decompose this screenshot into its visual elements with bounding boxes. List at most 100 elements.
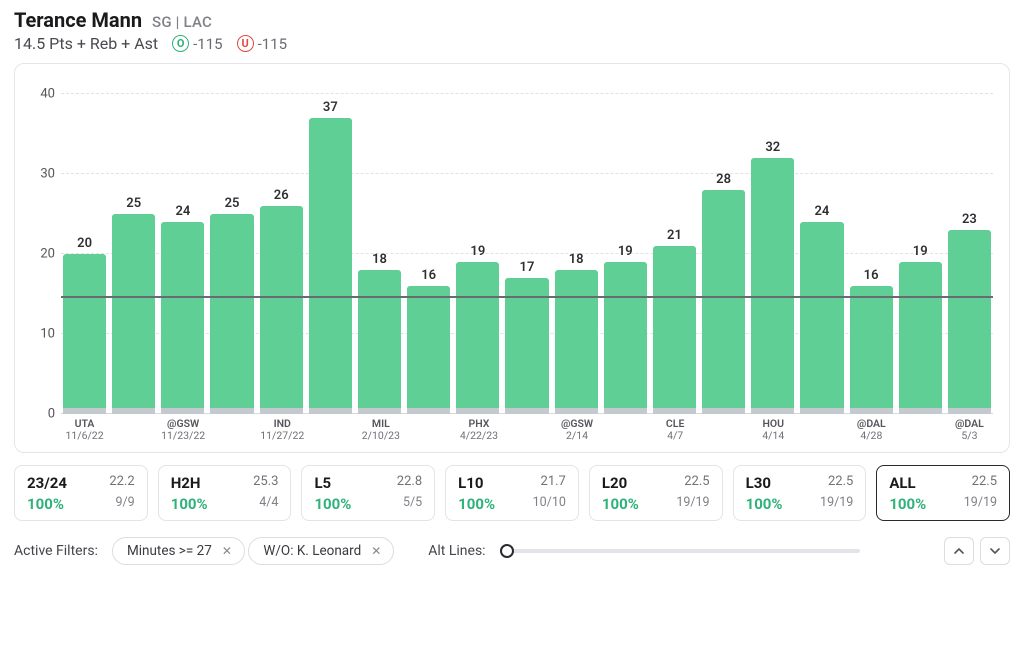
x-axis-tick: MIL2/10/23 [359, 418, 402, 444]
bar-value: 16 [407, 268, 450, 283]
game-bar[interactable]: 18 [555, 78, 598, 414]
x-axis-tick: IND11/27/22 [260, 418, 304, 444]
x-axis-tick [899, 418, 942, 444]
pill-hit-pct: 100% [171, 495, 243, 513]
pill-hit-pct: 100% [458, 495, 522, 513]
chip-label: W/O: K. Leonard [263, 543, 361, 559]
bar-value: 18 [358, 252, 401, 267]
bar-value: 37 [309, 100, 352, 115]
bar-value: 24 [800, 204, 843, 219]
game-log-chart: 0102030402025242526371816191718192128322… [14, 63, 1010, 453]
close-icon[interactable]: ✕ [222, 544, 232, 558]
x-axis-tick: HOU4/14 [752, 418, 795, 444]
y-axis-label: 10 [27, 327, 55, 342]
game-bar[interactable]: 19 [604, 78, 647, 414]
close-icon[interactable]: ✕ [371, 544, 381, 558]
summary-pill[interactable]: 23/2422.2100%9/9 [14, 465, 148, 521]
game-bar[interactable]: 19 [899, 78, 942, 414]
chevron-up-icon [954, 546, 964, 556]
bar-value: 16 [850, 268, 893, 283]
pill-ratio: 19/19 [676, 495, 709, 513]
over-odds: O -115 [172, 35, 222, 53]
x-axis-tick: @GSW11/23/22 [161, 418, 205, 444]
game-bar[interactable]: 17 [505, 78, 548, 414]
player-name: Terance Mann [14, 8, 142, 32]
summary-pill[interactable]: H2H25.3100%4/4 [158, 465, 292, 521]
game-bar[interactable]: 21 [653, 78, 696, 414]
bar-value: 17 [505, 260, 548, 275]
game-bar[interactable]: 23 [948, 78, 991, 414]
pill-average: 22.5 [828, 474, 853, 492]
filter-chip[interactable]: Minutes >= 27✕ [112, 537, 245, 565]
player-header: Terance Mann SG | LAC [14, 8, 1010, 32]
pill-label: L10 [458, 474, 522, 492]
summary-row: 23/2422.2100%9/9H2H25.3100%4/4L522.8100%… [14, 465, 1010, 521]
over-value: -115 [193, 35, 222, 53]
game-bar[interactable]: 24 [161, 78, 204, 414]
pill-label: H2H [171, 474, 243, 492]
x-axis-tick [605, 418, 648, 444]
game-bar[interactable]: 18 [358, 78, 401, 414]
game-bar[interactable]: 20 [63, 78, 106, 414]
filter-chip[interactable]: W/O: K. Leonard ✕ [248, 537, 394, 565]
game-bar[interactable]: 16 [850, 78, 893, 414]
pill-average: 25.3 [253, 474, 278, 492]
bar-value: 19 [456, 244, 499, 259]
prop-line-row: 14.5 Pts + Reb + Ast O -115 U -115 [14, 34, 1010, 53]
filters-row: Active Filters: Minutes >= 27✕ W/O: K. L… [14, 537, 1010, 565]
alt-lines-label: Alt Lines: [428, 543, 485, 559]
summary-pill[interactable]: ALL22.5100%19/19 [876, 465, 1010, 521]
game-bar[interactable]: 37 [309, 78, 352, 414]
summary-pill[interactable]: L20 22.5 100% 19/19 [589, 465, 723, 521]
under-icon: U [237, 35, 254, 52]
pill-hit-pct: 100% [602, 495, 666, 513]
threshold-line [61, 296, 993, 298]
pill-ratio: 9/9 [116, 495, 135, 513]
y-axis-label: 0 [27, 407, 55, 422]
game-bar[interactable]: 16 [407, 78, 450, 414]
bar-value: 26 [260, 188, 303, 203]
pill-ratio: 5/5 [403, 495, 422, 513]
under-value: -115 [258, 35, 287, 53]
bar-value: 25 [112, 196, 155, 211]
bar-value: 19 [604, 244, 647, 259]
pill-label: L20 [602, 474, 666, 492]
game-bar[interactable]: 32 [751, 78, 794, 414]
bar-value: 32 [751, 140, 794, 155]
summary-pill[interactable]: L522.8100%5/5 [301, 465, 435, 521]
x-axis-tick [211, 418, 254, 444]
pill-hit-pct: 100% [889, 495, 953, 513]
step-down-button[interactable] [980, 537, 1010, 565]
bar-value: 18 [555, 252, 598, 267]
game-bar[interactable]: 24 [800, 78, 843, 414]
pill-label: L5 [314, 474, 386, 492]
bar-value: 23 [948, 212, 991, 227]
pill-average: 22.5 [684, 474, 709, 492]
slider-thumb[interactable] [500, 544, 514, 558]
game-bar[interactable]: 25 [210, 78, 253, 414]
summary-pill[interactable]: L10 21.7 100% 10/10 [445, 465, 579, 521]
bar-value: 21 [653, 228, 696, 243]
chevron-down-icon [990, 546, 1000, 556]
bar-value: 25 [210, 196, 253, 211]
x-axis-tick: @DAL4/28 [850, 418, 893, 444]
x-axis-tick: CLE4/7 [654, 418, 697, 444]
y-axis-label: 40 [27, 87, 55, 102]
x-axis-tick [506, 418, 549, 444]
game-bar[interactable]: 28 [702, 78, 745, 414]
x-axis-tick [801, 418, 844, 444]
summary-pill[interactable]: L3022.5100%19/19 [733, 465, 867, 521]
pill-ratio: 10/10 [533, 495, 566, 513]
pill-ratio: 19/19 [820, 495, 853, 513]
pill-label: ALL [889, 474, 953, 492]
step-up-button[interactable] [944, 537, 974, 565]
bar-value: 24 [161, 204, 204, 219]
game-bar[interactable]: 19 [456, 78, 499, 414]
pill-average: 21.7 [541, 474, 566, 492]
pill-label: 23/24 [27, 474, 99, 492]
game-bar[interactable]: 26 [260, 78, 303, 414]
active-filters-label: Active Filters: [14, 543, 98, 559]
position-team: SG | LAC [152, 13, 212, 31]
game-bar[interactable]: 25 [112, 78, 155, 414]
alt-lines-slider[interactable] [500, 549, 930, 553]
